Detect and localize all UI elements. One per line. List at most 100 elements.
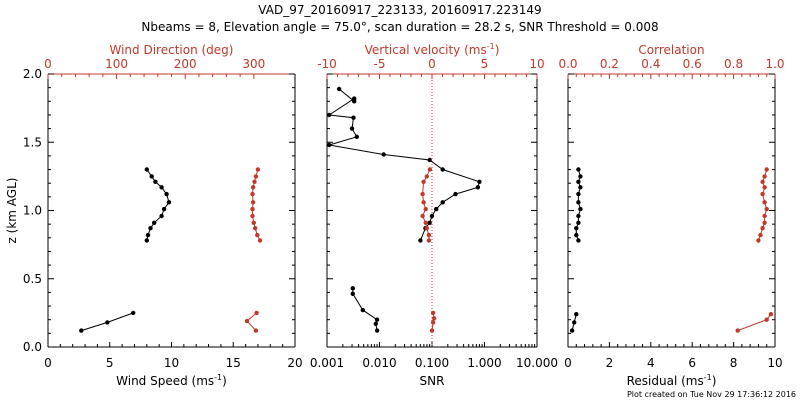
data-point (421, 179, 426, 184)
series-line (352, 288, 378, 331)
bottom-tick-label: 10.000 (516, 356, 558, 370)
data-point (352, 96, 357, 101)
top-tick-label: 10 (529, 57, 544, 71)
data-point (149, 174, 154, 179)
data-point (578, 206, 583, 212)
y-tick-label: 0.5 (23, 272, 42, 286)
data-point (351, 115, 356, 120)
data-point (423, 206, 428, 212)
data-point (253, 174, 259, 179)
data-point (250, 191, 255, 197)
series-line (737, 313, 772, 332)
panel-quality: 0 2 4 6 8 10 Residual (ms-1) 0.0 0.2 0.4 0.6 0.8 1.0… (558, 43, 784, 388)
data-point (148, 226, 153, 231)
data-point (576, 238, 581, 243)
series-line (327, 88, 481, 241)
series-vertical-velocity (420, 167, 437, 333)
data-point (574, 226, 579, 231)
series-snr (327, 86, 482, 333)
data-point (421, 200, 426, 205)
data-point (430, 320, 436, 325)
data-point (758, 232, 763, 238)
data-point (420, 191, 425, 197)
data-point (420, 213, 425, 219)
data-point (360, 307, 365, 313)
data-point (756, 238, 761, 243)
data-point (153, 179, 158, 184)
data-point (424, 174, 429, 179)
data-point (254, 310, 259, 316)
y-tick-label: 2.0 (23, 67, 42, 81)
data-point (159, 185, 164, 190)
bottom-axis-title: Wind Speed (ms-1) (116, 373, 227, 388)
data-point (424, 226, 429, 231)
top-axis-title: Correlation (638, 43, 704, 57)
data-point (381, 152, 386, 157)
y-axis-title: z (km AGL) (5, 178, 19, 244)
data-point (427, 167, 433, 172)
y-tick-label: 1.0 (23, 204, 42, 218)
data-point (79, 328, 84, 333)
data-point (418, 238, 423, 243)
data-point (576, 200, 581, 205)
top-tick-label: 5 (481, 57, 489, 71)
top-axis-title: Vertical velocity (ms-1) (365, 42, 500, 57)
data-point (152, 220, 157, 225)
bottom-tick-label: 6 (688, 356, 696, 370)
plot-created-footer: Plot created on Tue Nov 29 17:36:12 2016 (627, 390, 796, 399)
bottom-tick-label: 1.000 (467, 356, 501, 370)
data-point (327, 142, 332, 148)
data-point (576, 167, 581, 172)
bottom-axis-title: Residual (ms-1) (627, 373, 717, 388)
data-point (144, 238, 149, 243)
data-point (426, 238, 432, 243)
top-axis-title: Wind Direction (deg) (110, 43, 234, 57)
bottom-tick-label: 5 (106, 356, 114, 370)
data-point (250, 185, 256, 190)
data-point (762, 213, 767, 219)
data-point (244, 318, 250, 324)
top-tick-label: 0.6 (683, 57, 702, 71)
top-tick-label: 0.0 (558, 57, 577, 71)
data-point (475, 185, 481, 190)
data-point (762, 185, 767, 190)
data-point (572, 320, 577, 325)
top-tick-label: 0.4 (641, 57, 660, 71)
data-point (735, 328, 740, 333)
top-tick-label: 100 (105, 57, 128, 71)
data-point (574, 312, 579, 317)
data-point (576, 213, 581, 219)
data-point (576, 191, 581, 197)
data-point (576, 220, 581, 225)
data-point (253, 226, 258, 231)
data-point (764, 317, 769, 322)
top-tick-label: 0.8 (724, 57, 743, 71)
data-point (440, 200, 445, 205)
bottom-tick-label: 0 (564, 356, 572, 370)
top-tick-label: 0.2 (600, 57, 619, 71)
data-point (578, 174, 583, 179)
data-point (250, 206, 255, 212)
series-wind-direction (244, 167, 263, 333)
data-point (431, 316, 437, 321)
panel-wind: 0 5 10 15 20 Wind Speed (ms-1) 0 100 200 300 Wind … (5, 43, 303, 388)
top-tick-label: 0 (44, 57, 52, 71)
top-tick-label: -10 (317, 57, 337, 71)
panel-vertical: 0.001 0.010 0.100 1.000 10.000 SNR -10 -5 0 5 10 Ve… (310, 42, 558, 388)
y-tick-label: 0.0 (23, 340, 42, 354)
data-point (253, 328, 259, 333)
data-point (105, 320, 110, 325)
data-point (374, 317, 380, 322)
series-residual (569, 167, 583, 333)
top-tick-label: 300 (242, 57, 265, 71)
data-point (145, 232, 151, 238)
data-point (131, 310, 136, 316)
data-point (430, 310, 436, 316)
figure-subtitle: Nbeams = 8, Elevation angle = 75.0°, sca… (141, 20, 658, 34)
data-point (477, 179, 482, 184)
top-tick-label: 0 (428, 57, 436, 71)
bottom-tick-label: 8 (730, 356, 738, 370)
data-point (144, 167, 149, 172)
bottom-tick-label: 20 (287, 356, 302, 370)
data-point (350, 286, 355, 291)
